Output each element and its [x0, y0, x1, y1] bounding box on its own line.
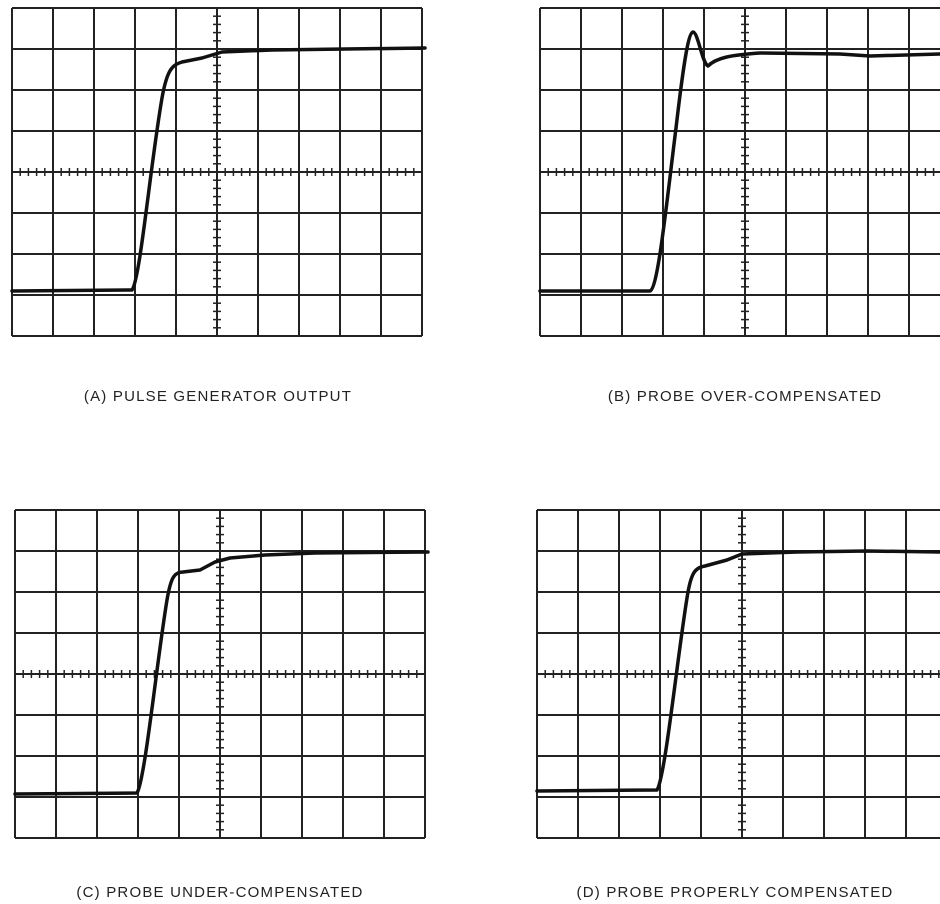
scope-screen — [535, 509, 940, 839]
panel-caption: (D) PROBE PROPERLY COMPENSATED — [577, 884, 894, 901]
waveform-trace — [535, 549, 940, 793]
waveform-trace — [10, 46, 427, 293]
panel-caption: (C) PROBE UNDER-COMPENSATED — [76, 884, 363, 901]
scope-screen — [538, 7, 940, 337]
scope-screen — [10, 7, 427, 337]
waveform-trace — [538, 30, 940, 293]
waveform-trace — [13, 550, 430, 796]
panel-caption: (B) PROBE OVER-COMPENSATED — [608, 388, 882, 405]
scope-screen — [13, 509, 430, 839]
panel-caption: (A) PULSE GENERATOR OUTPUT — [84, 388, 352, 405]
